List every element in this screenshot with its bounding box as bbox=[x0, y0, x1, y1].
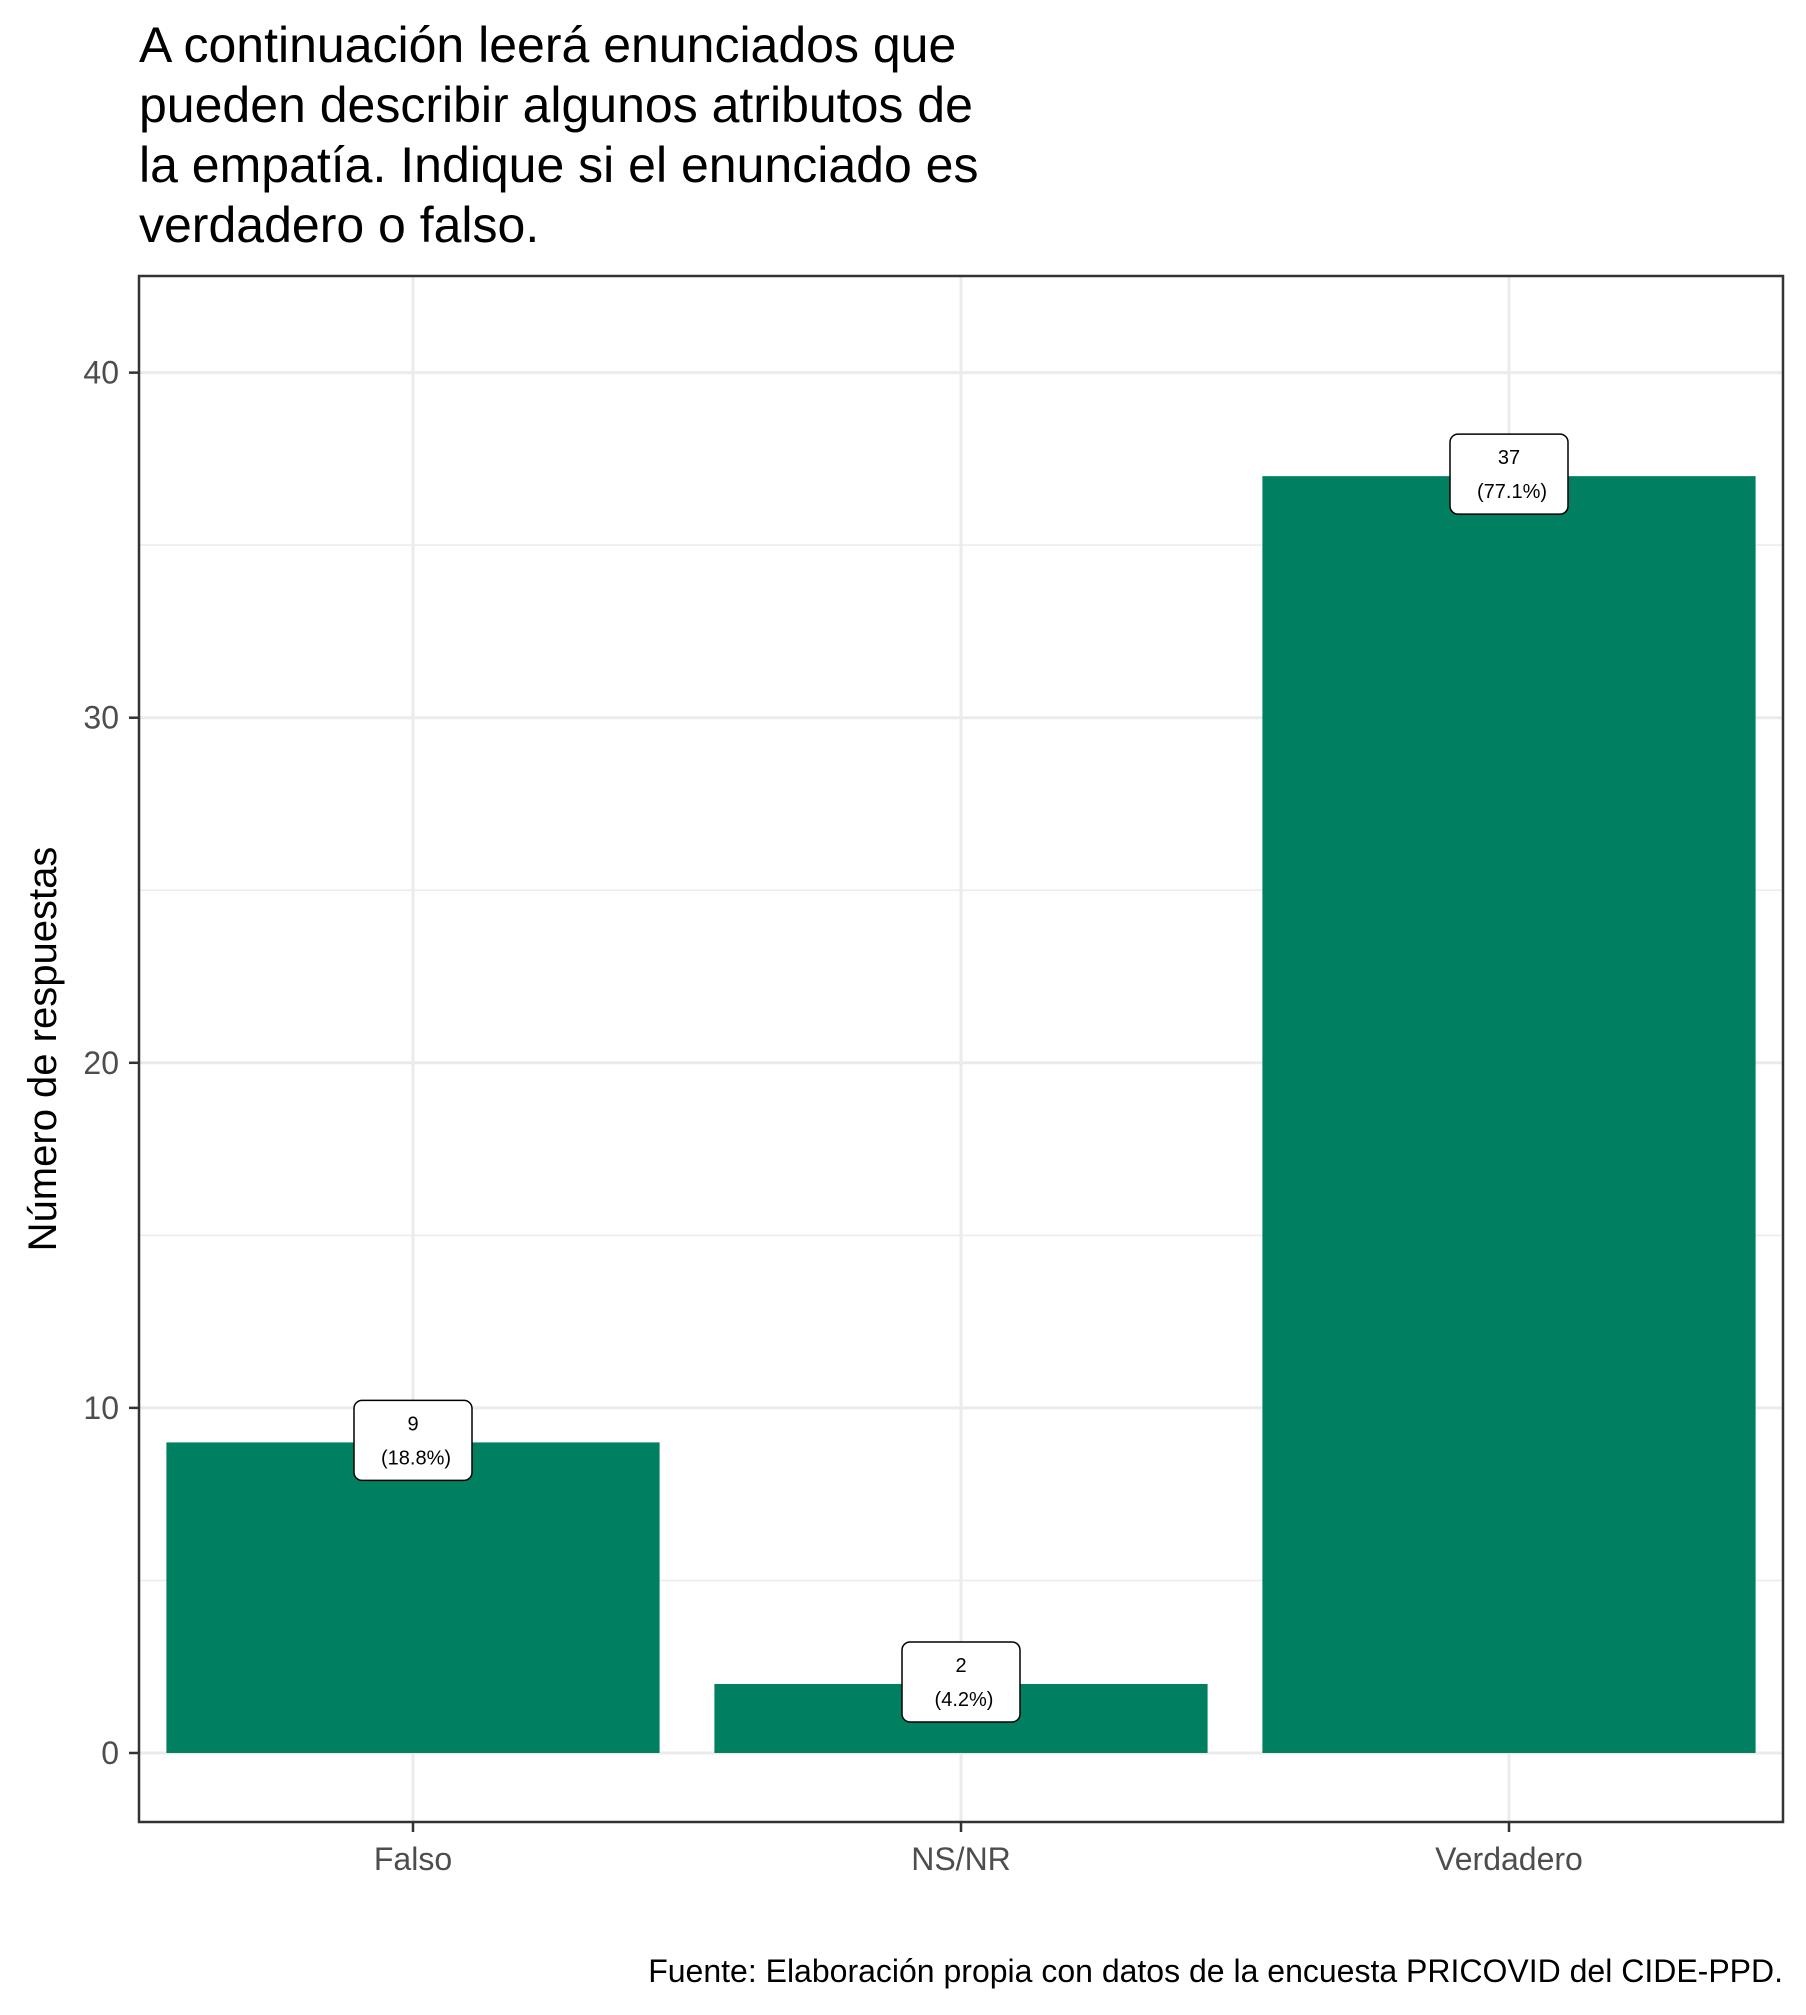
data-label-percent: (77.1%) bbox=[1477, 481, 1547, 503]
y-tick-label: 20 bbox=[83, 1045, 119, 1081]
axes: 0 10 20 30 40 Falso NS/NR Verdadero bbox=[83, 274, 1785, 1877]
data-label: 9 (18.8%) bbox=[353, 1399, 473, 1482]
y-tick-label: 40 bbox=[83, 355, 119, 391]
data-label: 2 (4.2%) bbox=[901, 1641, 1021, 1723]
data-label-box bbox=[901, 1641, 1021, 1723]
data-label-box bbox=[1449, 433, 1569, 515]
y-tick-label: 10 bbox=[83, 1390, 119, 1426]
data-label-count: 2 bbox=[955, 1655, 966, 1677]
chart-title-line: la empatía. Indique si el enunciado es bbox=[139, 137, 978, 193]
bar-verdadero bbox=[1262, 476, 1756, 1753]
chart-title-line: A continuación leerá enunciados que bbox=[139, 17, 956, 73]
bars bbox=[166, 476, 1756, 1753]
data-label-box bbox=[353, 1399, 473, 1482]
chart-title: A continuación leerá enunciados quepuede… bbox=[139, 17, 978, 253]
bar-falso bbox=[166, 1442, 660, 1753]
data-labels: 9 (18.8%) 2 (4.2%) 37 (77.1%) bbox=[353, 433, 1569, 1723]
data-label-count: 9 bbox=[407, 1413, 418, 1435]
x-tick-label: Verdadero bbox=[1435, 1841, 1583, 1877]
y-tick-label: 30 bbox=[83, 700, 119, 736]
x-tick-label: NS/NR bbox=[911, 1841, 1011, 1877]
x-tick-label: Falso bbox=[374, 1841, 452, 1877]
data-label-percent: (18.8%) bbox=[381, 1447, 451, 1469]
data-label-percent: (4.2%) bbox=[935, 1689, 994, 1711]
chart-title-line: verdadero o falso. bbox=[139, 197, 539, 253]
chart-title-line: pueden describir algunos atributos de bbox=[139, 77, 973, 133]
y-axis-title: Número de respuestas bbox=[21, 847, 65, 1252]
data-label: 37 (77.1%) bbox=[1449, 433, 1569, 515]
source-caption: Fuente: Elaboración propia con datos de … bbox=[648, 1953, 1783, 1989]
y-tick-label: 0 bbox=[101, 1735, 119, 1771]
data-label-count: 37 bbox=[1498, 447, 1520, 469]
